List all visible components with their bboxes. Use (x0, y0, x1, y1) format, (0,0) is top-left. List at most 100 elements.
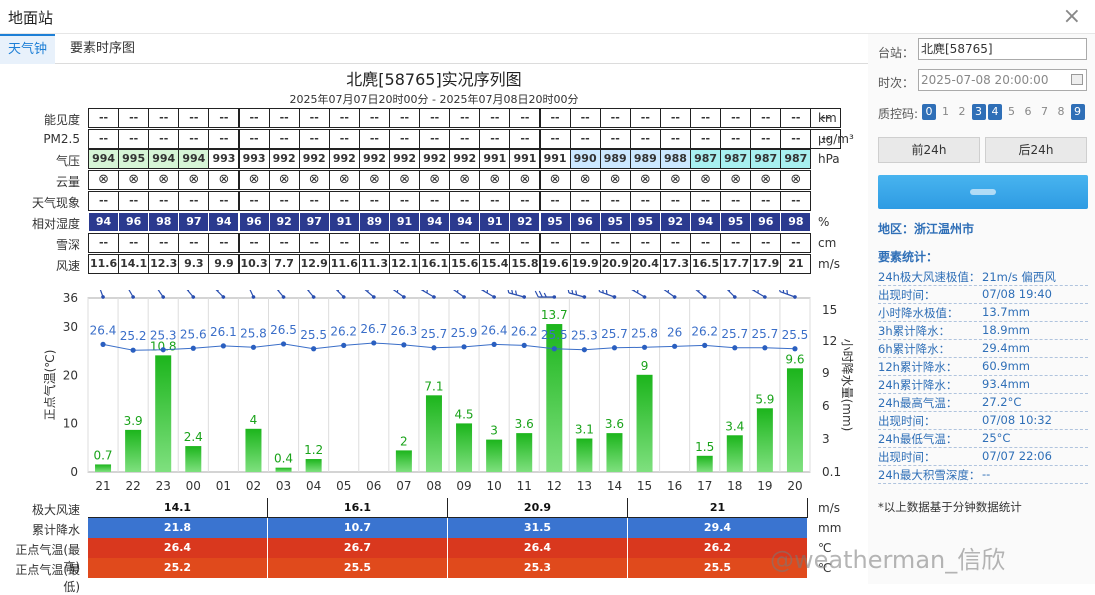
table-cell: -- (329, 129, 360, 149)
next-24h-button[interactable]: 后24h (985, 137, 1087, 163)
query-button[interactable] (878, 175, 1088, 209)
rain-bar (95, 464, 111, 472)
qc-code[interactable]: 6 (1021, 104, 1035, 120)
summary-cell: 31.5 (448, 518, 628, 538)
temperature-label: 25.5 (300, 328, 327, 342)
x-tick-label: 13 (577, 479, 592, 490)
rain-bar (276, 468, 292, 472)
table-cell: -- (299, 233, 330, 253)
table-cell: -- (449, 108, 480, 128)
table-cell: -- (630, 191, 661, 211)
temperature-point (311, 346, 316, 351)
temperature-label: 26.2 (330, 324, 357, 338)
summary-cell: 21 (628, 498, 808, 518)
table-cell: -- (299, 129, 330, 149)
rain-label: 9.6 (785, 352, 804, 366)
table-cell: 992 (449, 149, 480, 169)
table-cell: 16.1 (419, 254, 450, 274)
table-cell: -- (178, 129, 209, 149)
temperature-point (732, 345, 737, 350)
dialog-title: 地面站 (8, 7, 53, 28)
table-cell: -- (600, 129, 631, 149)
qc-code[interactable]: 4 (988, 104, 1002, 120)
table-cell: -- (630, 129, 661, 149)
chart-title: 北麂[58765]实况序列图 (0, 66, 868, 90)
table-cell: -- (88, 108, 119, 128)
row-label: 天气现象 (0, 194, 80, 211)
tab-weather-clock[interactable]: 天气钟 (0, 34, 55, 64)
table-cell: ⊗ (690, 170, 721, 190)
temperature-point (612, 345, 617, 350)
table-cell: -- (88, 233, 119, 253)
table-cell: ⊗ (208, 170, 239, 190)
table-cell: 15.4 (479, 254, 510, 274)
x-tick-label: 11 (517, 479, 532, 490)
table-cell: -- (630, 108, 661, 128)
stat-value: 07/08 10:32 (982, 413, 1052, 427)
qc-code[interactable]: 2 (955, 104, 969, 120)
table-cell: 989 (600, 149, 631, 169)
table-cell: -- (148, 108, 179, 128)
table-cell: -- (178, 108, 209, 128)
table-cell: -- (750, 233, 781, 253)
table-cell: -- (540, 191, 571, 211)
temperature-label: 25.6 (180, 327, 207, 341)
table-cell: -- (690, 129, 721, 149)
prev-24h-button[interactable]: 前24h (878, 137, 980, 163)
table-cell: -- (299, 108, 330, 128)
tab-element-series[interactable]: 要素时序图 (62, 34, 143, 64)
table-cell: -- (359, 191, 390, 211)
qc-code[interactable]: 5 (1005, 104, 1019, 120)
table-cell: 992 (329, 149, 360, 169)
calendar-icon[interactable] (1071, 74, 1083, 85)
x-tick-label: 09 (456, 479, 471, 490)
temperature-point (371, 340, 376, 345)
station-input[interactable]: 北麂[58765] (918, 38, 1087, 60)
right-tick-label: 0.1 (822, 465, 841, 479)
temperature-point (221, 343, 226, 348)
table-cell: 994 (178, 149, 209, 169)
temperature-label: 25.7 (601, 327, 628, 341)
rain-bar (185, 446, 201, 472)
side-panel: 台站： 北麂[58765] 时次： 2025-07-08 20:00:00 质控… (868, 34, 1095, 584)
table-cell: 91 (329, 212, 360, 232)
table-cell: ⊗ (479, 170, 510, 190)
summary-cell: 26.4 (88, 538, 268, 558)
stat-row: 24h最低气温：25°C (878, 431, 1088, 448)
summary-cell: 29.4 (628, 518, 808, 538)
table-cell: 20.4 (630, 254, 661, 274)
table-cell: 993 (239, 149, 270, 169)
qc-code[interactable]: 0 (922, 104, 936, 120)
stat-value: 07/08 19:40 (982, 287, 1052, 301)
table-cell: 98 (780, 212, 811, 232)
table-cell: -- (660, 108, 691, 128)
qc-code[interactable]: 1 (939, 104, 953, 120)
stat-value: 29.4mm (982, 341, 1030, 355)
table-cell: -- (690, 233, 721, 253)
table-cell: 11.6 (88, 254, 119, 274)
qc-code[interactable]: 9 (1071, 104, 1085, 120)
stat-value: -- (982, 467, 990, 481)
stat-value: 93.4mm (982, 377, 1030, 391)
close-icon[interactable]: × (1063, 4, 1081, 29)
temperature-label: 26.5 (270, 323, 297, 337)
table-cell: 992 (419, 149, 450, 169)
rain-label: 13.7 (541, 308, 568, 322)
time-label: 时次： (878, 74, 914, 91)
time-input[interactable]: 2025-07-08 20:00:00 (918, 69, 1087, 91)
x-tick-label: 21 (95, 479, 110, 490)
qc-code[interactable]: 7 (1038, 104, 1052, 120)
summary-cell: 20.9 (448, 498, 628, 518)
table-cell: ⊗ (509, 170, 540, 190)
table-cell: 91 (479, 212, 510, 232)
qc-code[interactable]: 3 (972, 104, 986, 120)
row-unit: hPa (818, 152, 840, 166)
x-tick-label: 05 (336, 479, 351, 490)
stat-key: 24h最低气温： (878, 431, 957, 447)
table-cell: 95 (600, 212, 631, 232)
qc-code[interactable]: 8 (1054, 104, 1068, 120)
y-axis-left-label: 正点气温(℃) (42, 350, 57, 421)
summary-cell: 25.3 (448, 558, 628, 578)
table-cell: -- (389, 191, 420, 211)
table-cell: 94 (690, 212, 721, 232)
